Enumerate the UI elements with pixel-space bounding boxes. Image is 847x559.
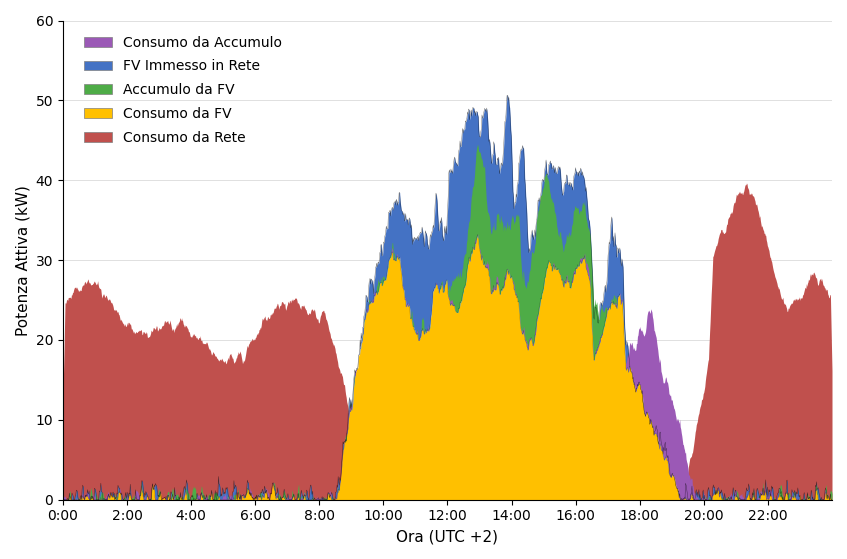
Y-axis label: Potenza Attiva (kW): Potenza Attiva (kW) bbox=[15, 184, 30, 335]
Legend: Consumo da Accumulo, FV Immesso in Rete, Accumulo da FV, Consumo da FV, Consumo : Consumo da Accumulo, FV Immesso in Rete,… bbox=[78, 30, 287, 150]
X-axis label: Ora (UTC +2): Ora (UTC +2) bbox=[396, 529, 498, 544]
